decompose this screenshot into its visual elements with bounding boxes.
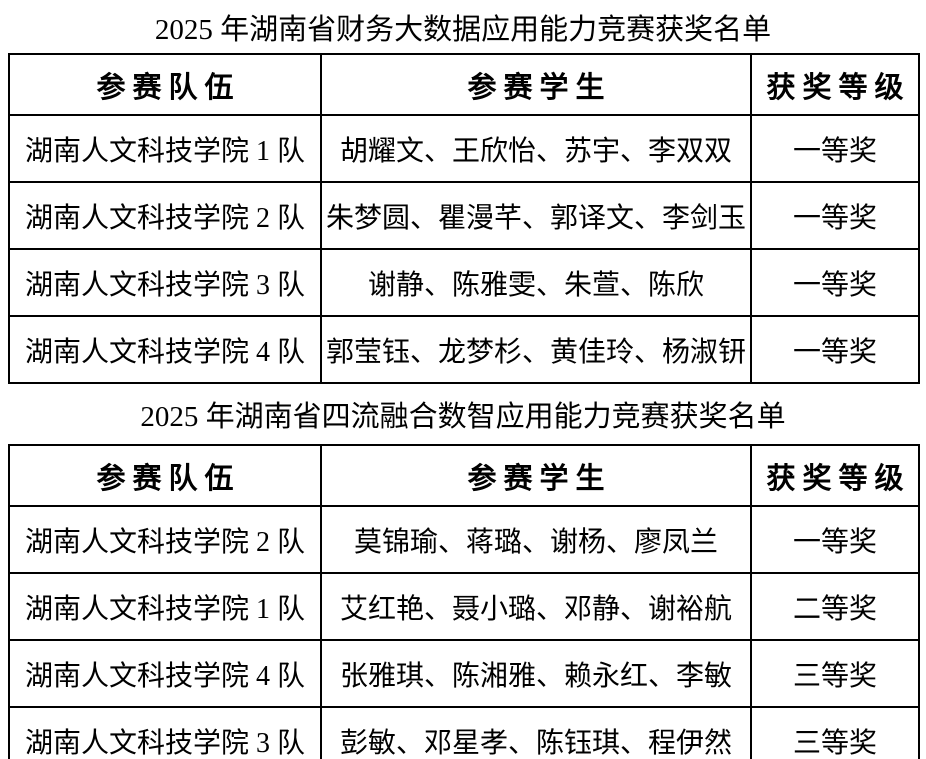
header-team: 参赛队伍 [8, 53, 322, 116]
students-cell: 谢静、陈雅雯、朱萱、陈欣 [320, 248, 752, 317]
table-row: 湖南人文科技学院 2 队 莫锦瑜、蒋璐、谢杨、廖凤兰 一等奖 [8, 505, 920, 574]
table-row: 湖南人文科技学院 1 队 艾红艳、聂小璐、邓静、谢裕航 二等奖 [8, 572, 920, 641]
students-cell: 郭莹钰、龙梦杉、黄佳玲、杨淑钘 [320, 315, 752, 384]
students-cell: 艾红艳、聂小璐、邓静、谢裕航 [320, 572, 752, 641]
section-four-flow-fusion: 2025 年湖南省四流融合数智应用能力竞赛获奖名单 参赛队伍 参赛学生 获奖等级… [8, 384, 920, 759]
students-cell: 彭敏、邓星孝、陈钰琪、程伊然 [320, 706, 752, 759]
table-row: 湖南人文科技学院 4 队 郭莹钰、龙梦杉、黄佳玲、杨淑钘 一等奖 [8, 315, 920, 384]
award-cell: 二等奖 [750, 572, 920, 641]
students-cell: 胡耀文、王欣怡、苏宇、李双双 [320, 114, 752, 183]
team-cell: 湖南人文科技学院 4 队 [8, 315, 322, 384]
students-cell: 莫锦瑜、蒋璐、谢杨、廖凤兰 [320, 505, 752, 574]
award-cell: 一等奖 [750, 114, 920, 183]
award-cell: 一等奖 [750, 315, 920, 384]
team-cell: 湖南人文科技学院 1 队 [8, 572, 322, 641]
students-cell: 朱梦圆、瞿漫芊、郭译文、李剑玉 [320, 181, 752, 250]
table-title: 2025 年湖南省财务大数据应用能力竞赛获奖名单 [154, 13, 772, 46]
header-award-level: 获奖等级 [750, 53, 920, 116]
team-cell: 湖南人文科技学院 2 队 [8, 181, 322, 250]
award-cell: 一等奖 [750, 181, 920, 250]
award-cell: 一等奖 [750, 248, 920, 317]
award-cell: 一等奖 [750, 505, 920, 574]
header-team: 参赛队伍 [8, 444, 322, 507]
team-cell: 湖南人文科技学院 3 队 [8, 706, 322, 759]
table-row: 湖南人文科技学院 2 队 朱梦圆、瞿漫芊、郭译文、李剑玉 一等奖 [8, 181, 920, 250]
table-header-row: 参赛队伍 参赛学生 获奖等级 [8, 444, 920, 507]
students-cell: 张雅琪、陈湘雅、赖永红、李敏 [320, 639, 752, 708]
award-table-financial: 参赛队伍 参赛学生 获奖等级 湖南人文科技学院 1 队 胡耀文、王欣怡、苏宇、李… [8, 53, 920, 384]
table-row: 湖南人文科技学院 3 队 彭敏、邓星孝、陈钰琪、程伊然 三等奖 [8, 706, 920, 759]
award-cell: 三等奖 [750, 639, 920, 708]
section-financial-big-data: 2025 年湖南省财务大数据应用能力竞赛获奖名单 参赛队伍 参赛学生 获奖等级 … [8, 0, 920, 384]
team-cell: 湖南人文科技学院 4 队 [8, 639, 322, 708]
table-row: 湖南人文科技学院 1 队 胡耀文、王欣怡、苏宇、李双双 一等奖 [8, 114, 920, 183]
team-cell: 湖南人文科技学院 1 队 [8, 114, 322, 183]
table-row: 湖南人文科技学院 4 队 张雅琪、陈湘雅、赖永红、李敏 三等奖 [8, 639, 920, 708]
table-header-row: 参赛队伍 参赛学生 获奖等级 [8, 53, 920, 116]
header-award-level: 获奖等级 [750, 444, 920, 507]
award-table-four-flow: 参赛队伍 参赛学生 获奖等级 湖南人文科技学院 2 队 莫锦瑜、蒋璐、谢杨、廖凤… [8, 444, 920, 759]
table-title: 2025 年湖南省四流融合数智应用能力竞赛获奖名单 [140, 401, 786, 433]
award-cell: 三等奖 [750, 706, 920, 759]
header-students: 参赛学生 [320, 444, 752, 507]
team-cell: 湖南人文科技学院 2 队 [8, 505, 322, 574]
header-students: 参赛学生 [320, 53, 752, 116]
team-cell: 湖南人文科技学院 3 队 [8, 248, 322, 317]
table-row: 湖南人文科技学院 3 队 谢静、陈雅雯、朱萱、陈欣 一等奖 [8, 248, 920, 317]
